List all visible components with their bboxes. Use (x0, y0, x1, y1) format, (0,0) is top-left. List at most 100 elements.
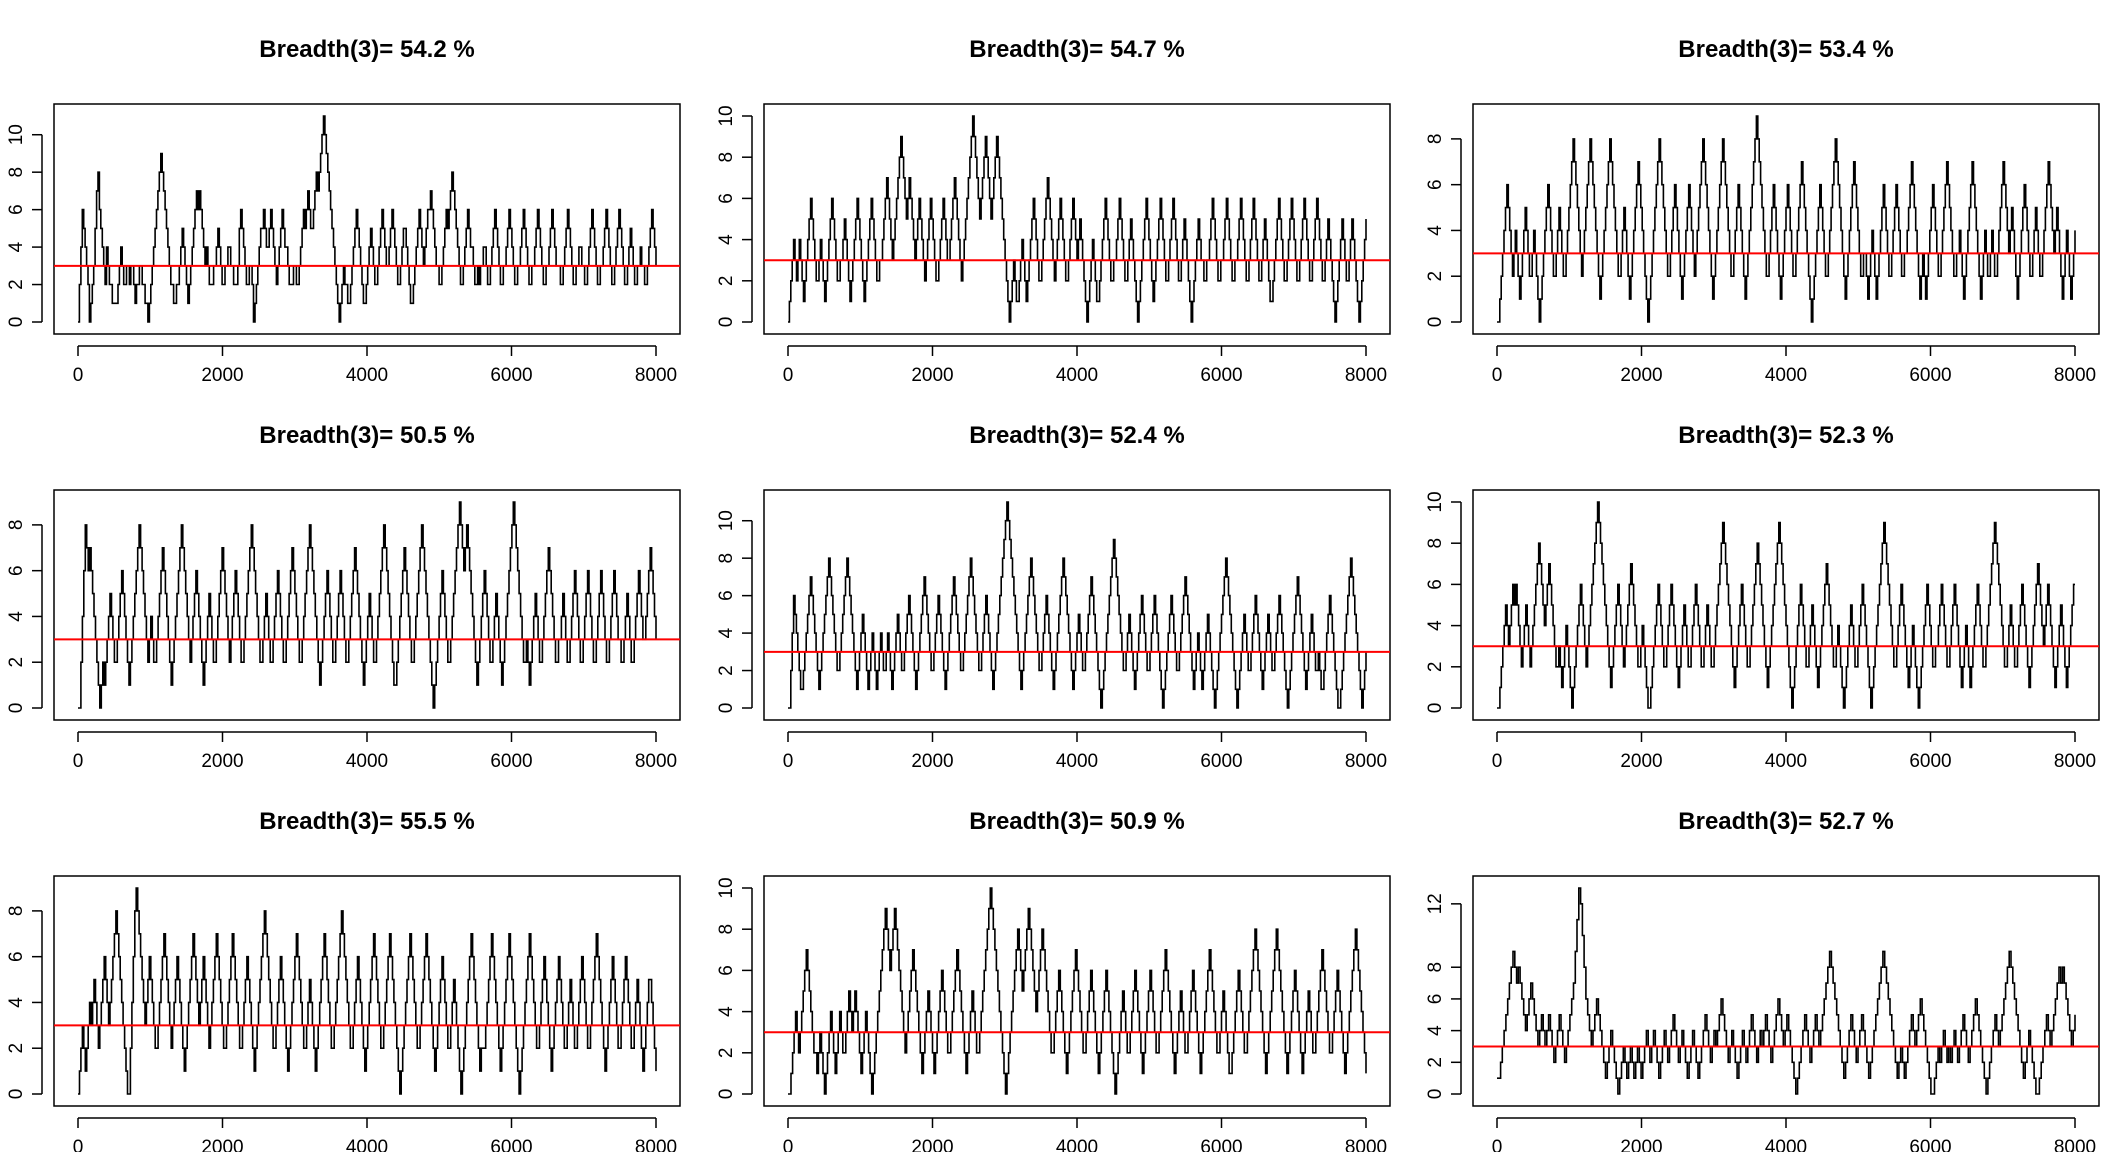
y-tick-label: 4 (6, 611, 27, 622)
x-tick-label: 8000 (1345, 751, 1387, 772)
y-tick-label: 10 (1425, 491, 1446, 512)
panel-4: Breadth(3)= 50.5 % 0 2000 4000 6000 8000 0 2 4 6 8 (6, 422, 681, 772)
x-tick-label: 6000 (490, 1137, 532, 1152)
series-line (1497, 115, 2076, 323)
x-tick-label: 4000 (1056, 1137, 1098, 1152)
y-tick-label: 2 (716, 1048, 737, 1059)
x-tick-label: 4000 (346, 1137, 388, 1152)
y-tick-label: 0 (6, 703, 27, 714)
panel-title: Breadth(3)= 50.9 % (969, 808, 1184, 835)
x-tick-label: 0 (783, 751, 794, 772)
plot-frame (1472, 875, 2100, 1107)
x-tick-label: 6000 (1909, 751, 1951, 772)
y-tick-label: 6 (1425, 179, 1446, 190)
x-tick-label: 4000 (346, 751, 388, 772)
plot-frame (53, 875, 681, 1107)
y-tick-label: 6 (716, 193, 737, 204)
panel-title: Breadth(3)= 55.5 % (259, 808, 474, 835)
x-tick-label: 4000 (1056, 365, 1098, 386)
x-tick-label: 6000 (1909, 365, 1951, 386)
x-tick-label: 0 (73, 365, 84, 386)
x-tick-label: 4000 (346, 365, 388, 386)
series-line (78, 887, 657, 1095)
panel-title: Breadth(3)= 52.7 % (1678, 808, 1893, 835)
x-tick-label: 0 (1492, 751, 1503, 772)
y-tick-label: 0 (6, 1089, 27, 1100)
y-tick-label: 8 (1425, 962, 1446, 973)
series-line (1497, 887, 2076, 1095)
y-tick-label: 8 (716, 553, 737, 564)
y-tick-label: 2 (1425, 1057, 1446, 1068)
plot-frame (53, 103, 681, 335)
panel-title: Breadth(3)= 54.7 % (969, 36, 1184, 63)
x-tick-label: 2000 (201, 751, 243, 772)
y-tick-label: 8 (716, 152, 737, 163)
panel-title: Breadth(3)= 52.4 % (969, 422, 1184, 449)
panel-title: Breadth(3)= 54.2 % (259, 36, 474, 63)
x-tick-label: 6000 (490, 365, 532, 386)
y-tick-label: 8 (1425, 538, 1446, 549)
series-line (788, 887, 1367, 1095)
y-tick-label: 6 (1425, 579, 1446, 590)
y-tick-label: 2 (6, 279, 27, 290)
x-tick-label: 0 (1492, 1137, 1503, 1152)
x-tick-label: 6000 (1200, 1137, 1242, 1152)
panel-5: Breadth(3)= 52.4 % 0 2000 4000 6000 8000 0 2 4 6 8… (716, 422, 1391, 772)
plot-frame (763, 489, 1391, 721)
y-tick-label: 4 (716, 234, 737, 245)
x-tick-label: 6000 (490, 751, 532, 772)
y-tick-label: 4 (6, 241, 27, 252)
x-tick-label: 4000 (1765, 365, 1807, 386)
y-tick-label: 12 (1425, 893, 1446, 914)
x-tick-label: 2000 (911, 365, 953, 386)
y-tick-label: 6 (1425, 994, 1446, 1005)
plot-frame (763, 875, 1391, 1107)
panel-2: Breadth(3)= 54.7 % 0 2000 4000 6000 8000 0 2 4 6 8… (716, 36, 1391, 386)
x-tick-label: 8000 (2054, 751, 2096, 772)
x-tick-label: 0 (1492, 365, 1503, 386)
y-tick-label: 6 (716, 965, 737, 976)
y-tick-label: 0 (716, 703, 737, 714)
plot-frame (53, 489, 681, 721)
y-tick-label: 8 (6, 520, 27, 531)
y-tick-label: 4 (1425, 225, 1446, 236)
y-tick-label: 8 (6, 167, 27, 178)
x-tick-label: 2000 (201, 1137, 243, 1152)
series-line (78, 115, 657, 323)
x-tick-label: 8000 (1345, 1137, 1387, 1152)
y-tick-label: 4 (716, 1006, 737, 1017)
panel-title: Breadth(3)= 50.5 % (259, 422, 474, 449)
panel-6: Breadth(3)= 52.3 % 0 2000 4000 6000 8000 0 2 4 6 8… (1425, 422, 2100, 772)
y-tick-label: 10 (716, 105, 737, 126)
x-tick-label: 2000 (911, 751, 953, 772)
x-tick-label: 0 (783, 1137, 794, 1152)
plot-frame (1472, 489, 2100, 721)
series-line (1497, 501, 2075, 709)
x-tick-label: 8000 (1345, 365, 1387, 386)
y-tick-label: 0 (1425, 1089, 1446, 1100)
y-tick-label: 10 (716, 510, 737, 531)
y-tick-label: 8 (716, 924, 737, 935)
y-tick-label: 0 (6, 317, 27, 328)
x-tick-label: 4000 (1765, 1137, 1807, 1152)
y-tick-label: 6 (716, 590, 737, 601)
y-tick-label: 8 (6, 906, 27, 917)
y-tick-label: 2 (1425, 662, 1446, 673)
panel-8: Breadth(3)= 50.9 % 0 2000 4000 6000 8000 0 2 4 6 8… (716, 808, 1391, 1152)
y-tick-label: 0 (716, 317, 737, 328)
x-tick-label: 8000 (635, 365, 677, 386)
y-tick-label: 8 (1425, 134, 1446, 145)
series-line (78, 501, 657, 709)
y-tick-label: 2 (716, 665, 737, 676)
x-tick-label: 6000 (1200, 751, 1242, 772)
y-tick-label: 2 (6, 657, 27, 668)
y-tick-label: 2 (1425, 271, 1446, 282)
y-tick-label: 6 (6, 204, 27, 215)
x-tick-label: 6000 (1909, 1137, 1951, 1152)
x-tick-label: 8000 (635, 1137, 677, 1152)
series-line (788, 501, 1367, 709)
panel-title: Breadth(3)= 52.3 % (1678, 422, 1893, 449)
x-tick-label: 4000 (1765, 751, 1807, 772)
y-tick-label: 2 (6, 1043, 27, 1054)
